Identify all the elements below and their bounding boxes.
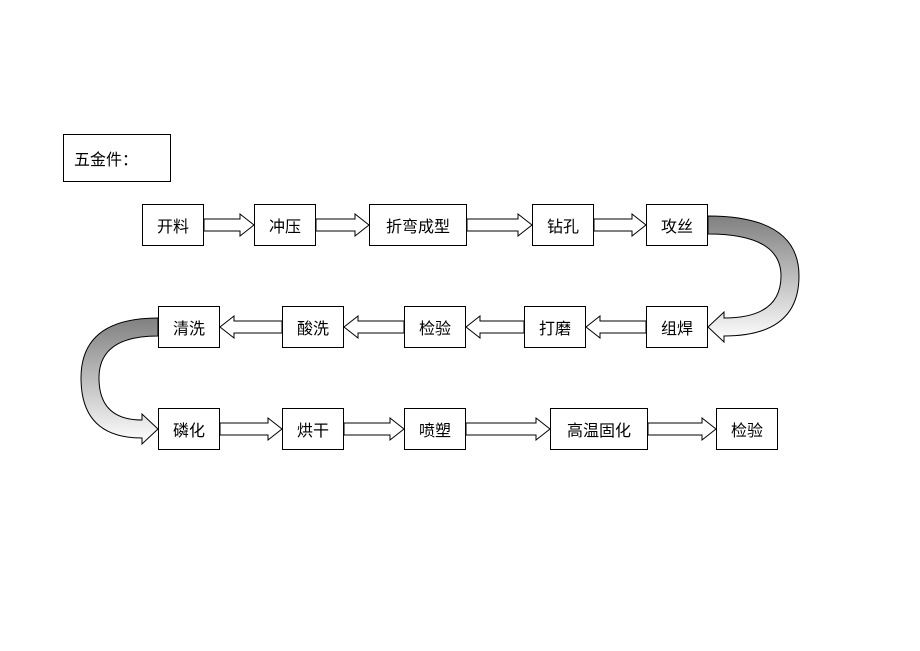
arrow-icon (466, 316, 524, 338)
arrow-icon (344, 418, 404, 440)
arrow-icon (586, 316, 646, 338)
arrows-layer (0, 0, 920, 651)
arrow-icon (344, 316, 404, 338)
arrow-icon (220, 418, 282, 440)
curved-arrow-icon (81, 318, 158, 444)
arrow-icon (648, 418, 716, 440)
arrow-icon (466, 418, 550, 440)
arrow-icon (594, 214, 646, 236)
arrow-icon (220, 316, 282, 338)
arrow-icon (467, 214, 532, 236)
flowchart-canvas: 五金件： 开料 冲压 折弯成型 钻孔 攻丝 组焊 打磨 检验 酸洗 清洗 磷化 … (0, 0, 920, 651)
arrow-icon (204, 214, 254, 236)
arrow-icon (316, 214, 369, 236)
curved-arrow-icon (708, 216, 799, 342)
